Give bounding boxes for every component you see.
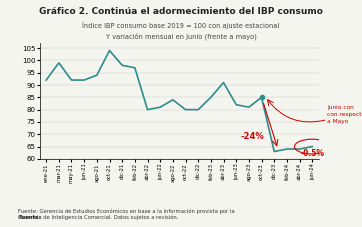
Text: Fuente:: Fuente: bbox=[18, 215, 41, 220]
Text: Y variación mensual en junio (frente a mayo): Y variación mensual en junio (frente a m… bbox=[106, 33, 256, 40]
Text: Junio con
con respecto
a Mayo: Junio con con respecto a Mayo bbox=[327, 106, 362, 124]
Text: Índice IBP consumo base 2019 = 100 con ajuste estacional: Índice IBP consumo base 2019 = 100 con a… bbox=[83, 22, 279, 29]
Text: -24%: -24% bbox=[241, 132, 265, 141]
Text: Fuente: Gerencia de Estudios Económicos en base a la información provista por la: Fuente: Gerencia de Estudios Económicos … bbox=[18, 208, 235, 220]
Text: Gráfico 2. Continúa el adormecimiento del IBP consumo: Gráfico 2. Continúa el adormecimiento de… bbox=[39, 7, 323, 16]
Text: -0.5%: -0.5% bbox=[300, 149, 324, 158]
